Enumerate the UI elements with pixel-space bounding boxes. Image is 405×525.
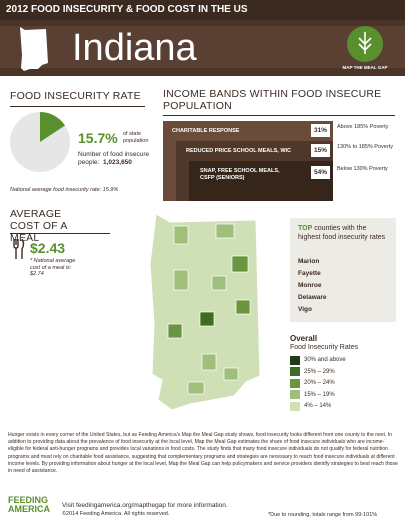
legend-label: 4% – 14% bbox=[304, 403, 332, 409]
band-range: Below 130% Poverty bbox=[337, 166, 388, 172]
legend-label: 25% – 29% bbox=[304, 368, 335, 375]
band-label: SNAP, FREE SCHOOL MEALS, CSFP (SENIORS) bbox=[200, 168, 280, 181]
county: Delaware bbox=[298, 294, 327, 301]
state-silhouette bbox=[20, 27, 48, 71]
state-name: Indiana bbox=[72, 27, 197, 69]
utensils-icon bbox=[13, 238, 25, 259]
national-rate: National average food insecurity rate: 1… bbox=[10, 187, 119, 193]
band-label: CHARITABLE RESPONSE bbox=[172, 128, 240, 134]
legend-label: 20% – 24% bbox=[304, 380, 335, 386]
top-title: counties with the highest food insecurit… bbox=[298, 225, 386, 241]
legend-swatch bbox=[290, 401, 300, 411]
legend-swatch bbox=[290, 390, 300, 399]
band-percent: 31% bbox=[311, 124, 330, 137]
footer-logo: FEEDING AMERICA bbox=[8, 495, 50, 514]
logo: MAP THE MEAL GAP bbox=[342, 26, 388, 70]
legend-swatch bbox=[290, 378, 300, 388]
legend-row: 4% – 14% bbox=[290, 401, 396, 411]
band-percent: 15% bbox=[311, 144, 330, 157]
rule bbox=[163, 115, 395, 116]
body-text: Hunger exists in every corner of the Uni… bbox=[8, 432, 398, 475]
county-list: Marion Fayette Monroe Delaware Vigo bbox=[298, 256, 388, 316]
footer-copyright: ©2014 Feeding America. All rights reserv… bbox=[62, 511, 170, 517]
county: Vigo bbox=[298, 306, 312, 313]
legend-label: 30% and above bbox=[304, 357, 346, 363]
pie bbox=[10, 112, 70, 172]
band-label: REDUCED PRICE SCHOOL MEALS, WIC bbox=[186, 148, 292, 154]
legend-row: 30% and above bbox=[290, 355, 396, 365]
section-title: INCOME BANDS WITHIN FOOD INSECURE POPULA… bbox=[163, 88, 382, 112]
rule bbox=[10, 233, 110, 234]
legend: 30% and above 25% – 29% 20% – 24% 15% – 19%… bbox=[290, 355, 396, 413]
people: 1,023,650 bbox=[103, 159, 132, 166]
logo-text: MAP THE MEAL GAP bbox=[342, 65, 387, 70]
legend-subtitle: Food Insecurity Rates bbox=[290, 344, 359, 351]
banner: 2012 FOOD INSECURITY & FOOD COST IN THE … bbox=[0, 0, 405, 20]
legend-swatch bbox=[290, 367, 300, 376]
top-counties-title: TOP counties with the highest food insec… bbox=[298, 224, 390, 242]
county: Marion bbox=[298, 258, 320, 265]
rule bbox=[10, 106, 145, 107]
top-counties-box bbox=[290, 218, 396, 322]
people-label: Number of food insecure people: bbox=[78, 151, 150, 166]
band-percent: 54% bbox=[311, 166, 330, 179]
legend-row: 25% – 29% bbox=[290, 367, 396, 377]
footer-visit: Visit feedingamerica.org/mapthegap for m… bbox=[62, 502, 228, 509]
meal-cost: $2.43 bbox=[30, 240, 66, 256]
legend-row: 20% – 24% bbox=[290, 378, 396, 388]
header-stripe bbox=[0, 26, 405, 68]
band-range: Above 185% Poverty bbox=[337, 124, 389, 130]
county: Monroe bbox=[298, 282, 322, 289]
meal-note: * National average cost of a meal is: $2… bbox=[30, 258, 76, 277]
band-box bbox=[189, 161, 333, 201]
footer-rounding: *Due to rounding, totals range from 99-1… bbox=[268, 512, 378, 518]
band-range: 130% to 185% Poverty bbox=[337, 144, 393, 150]
legend-swatch bbox=[290, 355, 300, 365]
legend-title: Overall bbox=[290, 334, 318, 343]
legend-row: 15% – 19% bbox=[290, 390, 396, 400]
legend-label: 15% – 19% bbox=[304, 391, 335, 398]
county-map bbox=[149, 213, 261, 411]
pie-slice bbox=[40, 112, 66, 142]
top-word: TOP bbox=[298, 225, 313, 232]
rate-note: of state population bbox=[123, 131, 149, 144]
section-title: FOOD INSECURITY RATE bbox=[10, 90, 141, 102]
rate: 15.7% bbox=[78, 130, 118, 146]
county: Fayette bbox=[298, 270, 321, 277]
